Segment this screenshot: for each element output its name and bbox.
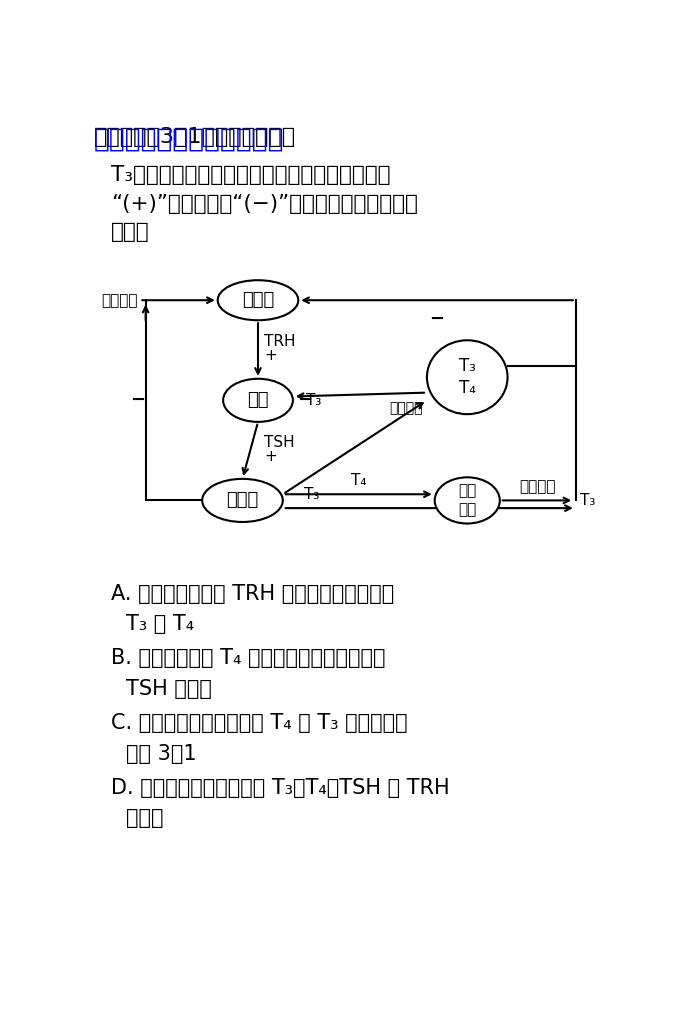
Text: D. 饮食长期缺碘时会影响 T₃、T₄、TSH 和 TRH: D. 饮食长期缺碘时会影响 T₃、T₄、TSH 和 TRH: [111, 778, 449, 797]
Text: “(+)”表示促进，“(−)”表示抑制。下列叙述正: “(+)”表示促进，“(−)”表示抑制。下列叙述正: [111, 194, 418, 214]
Text: T₃: T₃: [304, 487, 320, 502]
Ellipse shape: [218, 280, 298, 320]
Text: 放弃比率为3：1，通过脱碘形成: 放弃比率为3：1，通过脱碘形成: [94, 127, 296, 147]
Text: TSH: TSH: [264, 435, 295, 450]
Ellipse shape: [202, 479, 283, 522]
Text: +: +: [264, 348, 277, 363]
Text: TRH: TRH: [264, 334, 295, 349]
Text: T₃: T₃: [580, 492, 595, 508]
Text: −: −: [130, 391, 146, 409]
Text: 脱碘作用: 脱碘作用: [390, 401, 424, 416]
Text: T₃
T₄: T₃ T₄: [458, 357, 476, 397]
Text: A. 下丘脑通过释放 TRH 直接调控甲状腺分泌: A. 下丘脑通过释放 TRH 直接调控甲状腺分泌: [111, 584, 394, 603]
Ellipse shape: [223, 379, 293, 422]
Text: T₃。下图表示人体甲状腺分泌和调节过程，其中: T₃。下图表示人体甲状腺分泌和调节过程，其中: [111, 165, 391, 186]
Text: T₄: T₄: [351, 473, 367, 488]
Text: B. 甲状腺分泌的 T₄ 直接作用于垂体从而抑制: B. 甲状腺分泌的 T₄ 直接作用于垂体从而抑制: [111, 648, 385, 668]
Text: 垂体: 垂体: [247, 391, 269, 409]
Ellipse shape: [435, 477, 500, 523]
Text: 的分泌: 的分泌: [126, 808, 164, 828]
Text: T₃ 和 T₄: T₃ 和 T₄: [126, 615, 195, 634]
Text: 甲状腺: 甲状腺: [226, 491, 258, 510]
Text: −: −: [297, 391, 312, 409]
Text: 确的是: 确的是: [111, 223, 149, 242]
Text: 微信公众号关注：趣找答案: 微信公众号关注：趣找答案: [94, 127, 284, 153]
Text: C. 脱碘作用受阻时人体内 T₄ 与 T₃ 释放量比例: C. 脱碘作用受阻时人体内 T₄ 与 T₃ 释放量比例: [111, 713, 407, 733]
Text: 脱碘作用: 脱碘作用: [519, 479, 556, 495]
Text: 其他
组织: 其他 组织: [458, 483, 477, 517]
Ellipse shape: [427, 341, 508, 415]
Text: 下丘脑: 下丘脑: [242, 291, 274, 309]
Text: 寒冷信号: 寒冷信号: [102, 292, 138, 308]
Text: TSH 的释放: TSH 的释放: [126, 679, 212, 699]
Text: −: −: [430, 310, 444, 327]
Text: T₃: T₃: [306, 393, 321, 407]
Text: +: +: [264, 449, 277, 464]
Text: 小于 3：1: 小于 3：1: [126, 744, 197, 763]
